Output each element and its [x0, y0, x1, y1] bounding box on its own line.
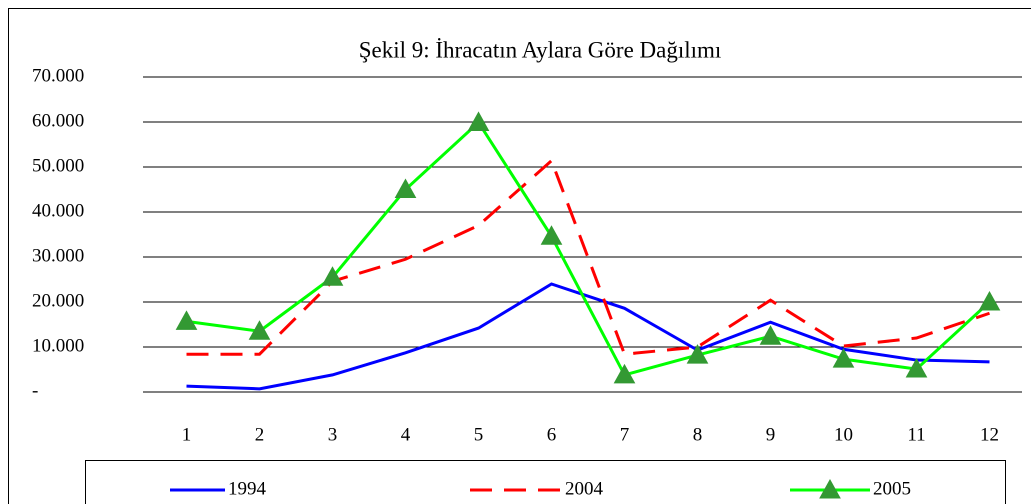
x-tick-label: 5: [474, 424, 484, 445]
x-tick-label: 10: [834, 424, 853, 445]
marker: [759, 325, 782, 345]
x-tick-label: 9: [766, 424, 776, 445]
marker: [686, 344, 709, 364]
y-tick-label: 10.000: [32, 335, 84, 356]
marker: [175, 310, 198, 330]
marker: [248, 320, 271, 340]
marker: [905, 358, 928, 378]
y-tick-label: -: [32, 380, 38, 401]
marker: [394, 178, 417, 198]
marker: [321, 266, 344, 286]
series-line: [186, 158, 990, 356]
marker: [540, 225, 563, 245]
legend-marker: [819, 478, 841, 499]
legend-label: 1994: [228, 478, 267, 499]
y-tick-label: 30.000: [32, 245, 84, 266]
marker: [978, 290, 1001, 311]
x-tick-label: 6: [547, 424, 557, 445]
y-tick-label: 50.000: [32, 155, 84, 176]
x-tick-label: 4: [401, 424, 411, 445]
marker: [467, 111, 490, 131]
legend-label: 2005: [873, 478, 911, 499]
series-line: [186, 282, 990, 391]
chart-border: [8, 8, 1031, 504]
legend-label: 2004: [565, 478, 604, 499]
x-tick-label: 1: [182, 424, 192, 445]
marker: [613, 363, 636, 384]
y-tick-label: 40.000: [32, 200, 84, 221]
x-tick-label: 3: [328, 424, 338, 445]
chart-title: Şekil 9: İhracatın Aylara Göre Dağılımı: [359, 37, 722, 62]
y-tick-label: 70.000: [32, 65, 84, 86]
y-tick-label: 20.000: [32, 290, 84, 311]
x-tick-label: 12: [980, 424, 999, 445]
y-tick-label: 60.000: [32, 110, 84, 131]
x-tick-label: 11: [907, 424, 925, 445]
x-tick-label: 8: [693, 424, 703, 445]
legend-box: [85, 460, 1006, 504]
marker: [832, 348, 855, 368]
series-line: [186, 120, 991, 377]
x-tick-label: 2: [255, 424, 265, 445]
x-tick-label: 7: [620, 424, 630, 445]
